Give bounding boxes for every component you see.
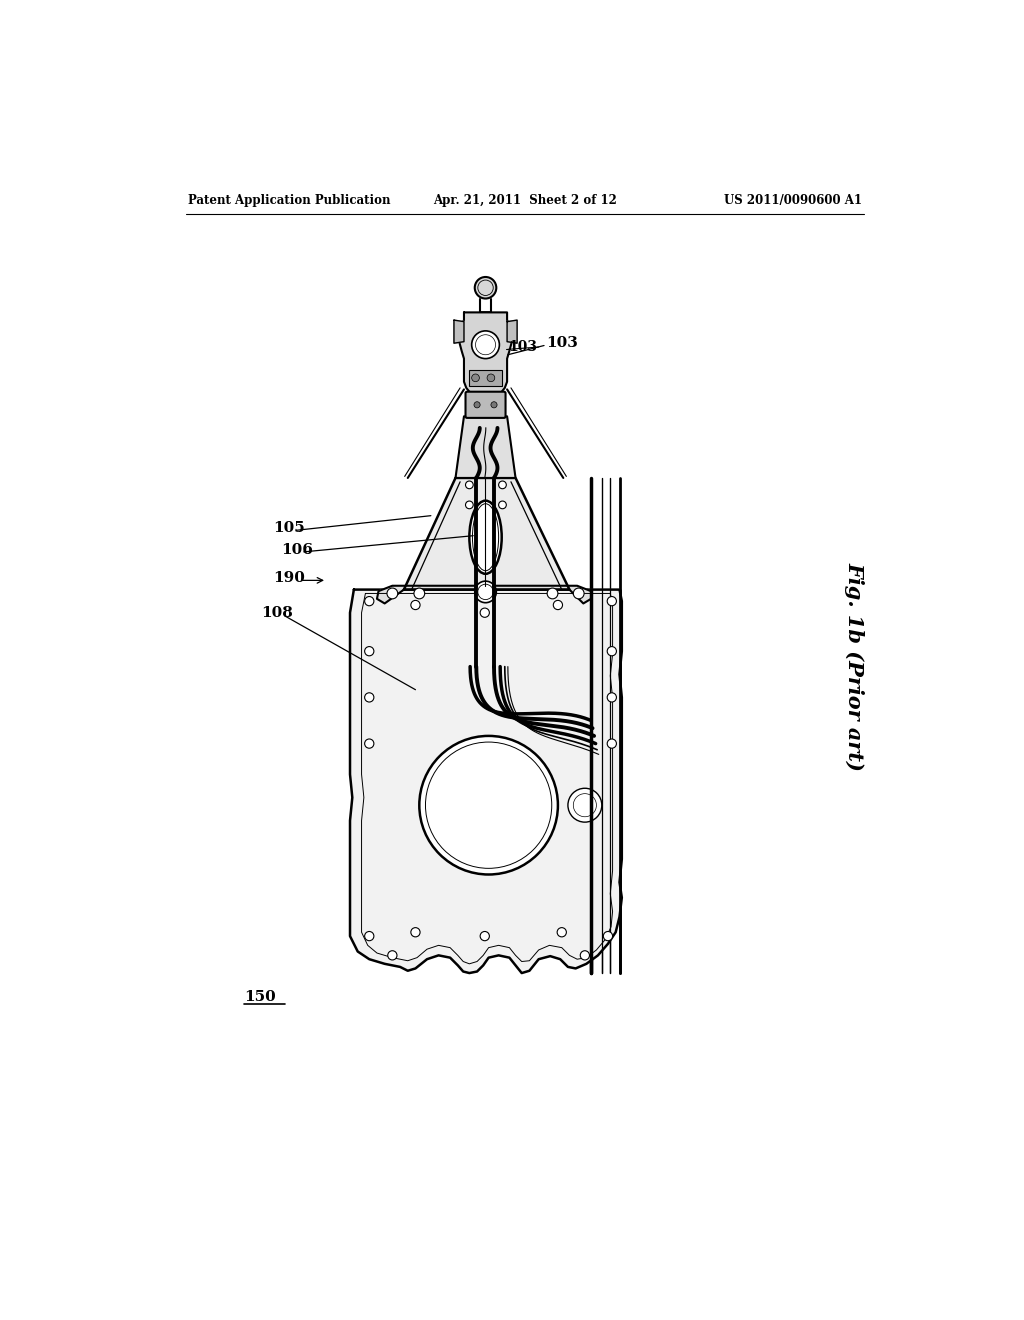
Circle shape <box>499 502 506 508</box>
Polygon shape <box>350 590 622 973</box>
Circle shape <box>365 693 374 702</box>
Circle shape <box>365 647 374 656</box>
Circle shape <box>547 589 558 599</box>
Circle shape <box>419 737 558 875</box>
Polygon shape <box>403 478 569 590</box>
Circle shape <box>475 277 497 298</box>
Circle shape <box>553 601 562 610</box>
Polygon shape <box>454 321 464 343</box>
Text: 105: 105 <box>273 521 305 535</box>
Polygon shape <box>377 586 591 603</box>
Bar <box>469 370 503 385</box>
Circle shape <box>411 928 420 937</box>
Circle shape <box>365 597 374 606</box>
Circle shape <box>480 932 489 941</box>
Text: Fig. 1b (Prior art): Fig. 1b (Prior art) <box>845 562 864 771</box>
Text: 108: 108 <box>261 606 293 619</box>
Circle shape <box>607 597 616 606</box>
Circle shape <box>603 932 612 941</box>
Text: US 2011/0090600 A1: US 2011/0090600 A1 <box>724 194 862 207</box>
Text: 106: 106 <box>281 543 312 557</box>
Circle shape <box>472 374 479 381</box>
Circle shape <box>466 502 473 508</box>
Circle shape <box>581 950 590 960</box>
Circle shape <box>573 589 584 599</box>
Circle shape <box>607 647 616 656</box>
Text: 150: 150 <box>245 990 276 1005</box>
Circle shape <box>365 739 374 748</box>
Polygon shape <box>459 313 512 395</box>
Polygon shape <box>456 416 515 478</box>
Text: 103: 103 <box>547 337 579 350</box>
Circle shape <box>466 480 473 488</box>
Circle shape <box>387 589 397 599</box>
Text: 190: 190 <box>273 572 305 585</box>
Circle shape <box>411 601 420 610</box>
Circle shape <box>490 401 497 408</box>
Circle shape <box>487 374 495 381</box>
Ellipse shape <box>469 500 502 574</box>
Circle shape <box>568 788 602 822</box>
Circle shape <box>607 739 616 748</box>
Circle shape <box>474 401 480 408</box>
Circle shape <box>499 480 506 488</box>
Circle shape <box>475 581 497 603</box>
Circle shape <box>414 589 425 599</box>
FancyBboxPatch shape <box>466 392 506 418</box>
Text: Apr. 21, 2011  Sheet 2 of 12: Apr. 21, 2011 Sheet 2 of 12 <box>433 194 616 207</box>
Circle shape <box>480 609 489 618</box>
Text: 103: 103 <box>508 341 537 354</box>
Circle shape <box>607 693 616 702</box>
Text: Patent Application Publication: Patent Application Publication <box>188 194 391 207</box>
Circle shape <box>472 331 500 359</box>
Circle shape <box>365 932 374 941</box>
Polygon shape <box>507 321 517 343</box>
Circle shape <box>388 950 397 960</box>
Circle shape <box>557 928 566 937</box>
